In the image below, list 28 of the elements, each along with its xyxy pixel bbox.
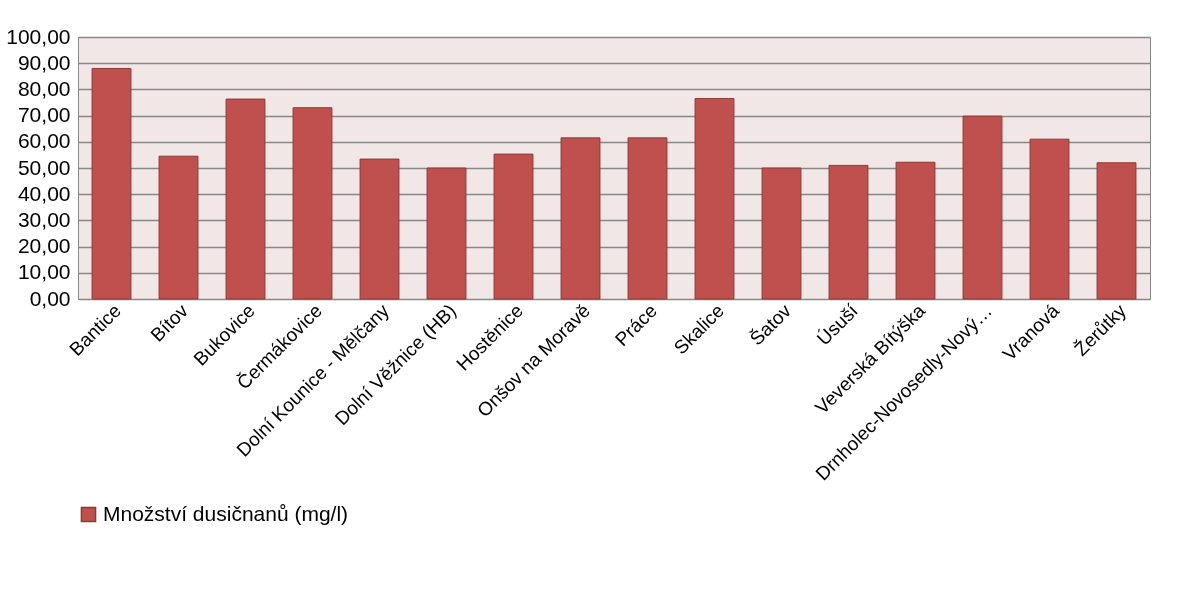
y-tick-label: 50,00: [17, 155, 71, 179]
y-tick-label: 70,00: [17, 103, 71, 127]
bar: [1029, 138, 1070, 300]
bar: [828, 164, 869, 300]
y-tick-label: 100,00: [6, 24, 71, 48]
bar: [962, 115, 1003, 300]
y-tick-label: 40,00: [17, 181, 71, 205]
bar: [761, 167, 802, 300]
bar: [627, 137, 668, 300]
bar: [426, 167, 467, 300]
y-tick-label: 80,00: [17, 76, 71, 100]
bar: [225, 98, 266, 300]
legend-label: Množství dusičnanů (mg/l): [103, 501, 349, 525]
bar: [1096, 162, 1137, 300]
bar: [560, 137, 601, 300]
bar: [694, 98, 735, 300]
y-tick-label: 0,00: [29, 286, 71, 310]
y-tick-label: 60,00: [17, 129, 71, 153]
bar: [359, 158, 400, 300]
bar: [158, 155, 199, 300]
y-tick-label: 90,00: [17, 50, 71, 74]
y-tick-label: 10,00: [17, 260, 71, 284]
bar: [292, 107, 333, 300]
y-tick-label: 30,00: [17, 207, 71, 231]
bar: [895, 161, 936, 300]
y-tick-label: 20,00: [17, 234, 71, 258]
bar: [91, 67, 132, 300]
bar: [493, 153, 534, 300]
